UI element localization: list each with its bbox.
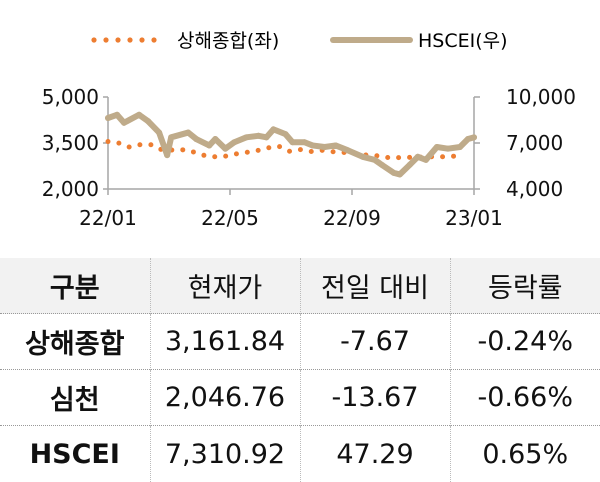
data-point-hscei [243,134,249,140]
legend: 상해종합(좌) HSCEI(우) [91,30,507,52]
x-tick-label: 22/05 [201,206,259,230]
legend-dot [151,37,156,42]
data-point-hscei [360,154,366,160]
data-point-hscei [263,134,269,140]
change: -13.67 [300,370,450,426]
legend-label-shanghai: 상해종합(좌) [177,30,279,52]
legend-dot [91,37,96,42]
axes: 2,000 3,500 5,000 4,000 7,000 10,000 22/01 22/0… [42,85,576,230]
data-point-hscei [145,118,151,124]
data-point-hscei [322,144,328,150]
data-point-hscei [465,136,471,142]
data-point-hscei [423,157,429,163]
plot-area [105,112,477,178]
right-tick-label: 10,000 [506,85,576,109]
current-price: 2,046.76 [150,370,300,426]
legend-dot [139,37,144,42]
data-point-hscei [302,139,308,145]
data-point-hscei [270,126,276,132]
data-point-hscei [397,171,403,177]
data-point-hscei [222,146,228,152]
x-tick-label: 22/01 [79,206,137,230]
table-header-row: 구분 현재가 전일 대비 등락률 [0,258,600,314]
data-point-hscei [290,139,296,145]
change: -7.67 [300,314,450,370]
change-rate: -0.66% [450,370,600,426]
data-point-hscei [310,142,316,148]
index-name: 심천 [0,370,150,426]
index-name: 상해종합 [0,314,150,370]
data-point-hscei [136,112,142,118]
current-price: 3,161.84 [150,314,300,370]
data-point-hscei [206,142,212,148]
right-tick-label: 4,000 [506,177,563,201]
table-row: HSCEI 7,310.92 47.29 0.65% [0,426,600,482]
data-point-hscei [231,139,237,145]
data-point-hscei [415,154,421,160]
data-point-hscei [379,162,385,168]
data-point-hscei [434,144,440,150]
index-name: HSCEI [0,426,150,482]
data-point-hscei [391,170,397,176]
left-tick-label: 5,000 [42,85,99,109]
data-point-hscei [185,130,191,136]
data-point-hscei [193,136,199,142]
legend-dot [127,37,132,42]
left-tick-label: 3,500 [42,131,99,155]
data-point-hscei [121,120,127,126]
header-cell: 등락률 [450,258,600,314]
data-point-hscei [156,130,162,136]
legend-dot [115,37,120,42]
right-tick-label: 7,000 [506,131,563,155]
data-point-hscei [282,131,288,137]
change: 47.29 [300,426,450,482]
header-cell: 전일 대비 [300,258,450,314]
index-table: 구분 현재가 전일 대비 등락률 상해종합 3,161.84 -7.67 -0.… [0,258,600,482]
legend-label-hscei: HSCEI(우) [418,30,508,52]
header-cell: 현재가 [150,258,300,314]
data-point-hscei [105,115,111,121]
header-cell: 구분 [0,258,150,314]
data-point-hscei [164,152,170,158]
left-tick-label: 2,000 [42,177,99,201]
data-point-hscei [445,146,451,152]
x-tick-label: 23/01 [445,206,503,230]
change-rate: 0.65% [450,426,600,482]
data-point-hscei [457,144,463,150]
data-point-hscei [407,162,413,168]
table-row: 상해종합 3,161.84 -7.67 -0.24% [0,314,600,370]
data-point-hscei [255,133,261,139]
data-point-hscei [471,134,477,140]
data-point-hscei [212,136,218,142]
data-point-hscei [372,157,378,163]
index-line-chart: 상해종합(좌) HSCEI(우) 2,000 3,500 5,000 4,000 7,0… [0,0,600,250]
data-point-hscei [345,147,351,153]
current-price: 7,310.92 [150,426,300,482]
data-point-hscei [114,112,120,118]
data-point-hscei [333,142,339,148]
data-point-hscei [168,134,174,140]
table-row: 심천 2,046.76 -13.67 -0.66% [0,370,600,426]
change-rate: -0.24% [450,314,600,370]
legend-marker-shanghai [91,37,156,42]
x-tick-label: 22/09 [323,206,381,230]
legend-dot [103,37,108,42]
